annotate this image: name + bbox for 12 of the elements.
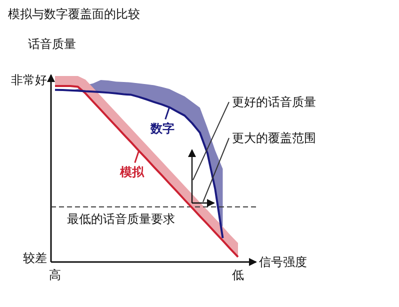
x-tick-label: 高	[49, 268, 61, 282]
y-axis-title: 话音质量	[28, 37, 76, 51]
ref-line-label: 最低的话音质量要求	[67, 212, 175, 226]
text: 非常好	[11, 73, 47, 87]
x-axis-title: 信号强度	[259, 255, 307, 269]
annotation: 更大的覆盖范围	[232, 131, 316, 145]
legend-label: 模拟	[118, 164, 145, 179]
x-tick-label: 低	[232, 268, 244, 282]
chart-title: 模拟与数字覆盖面的比较	[8, 7, 140, 21]
legend-label: 数字	[149, 121, 174, 136]
annotation: 更好的话音质量	[232, 95, 316, 109]
text: 较差	[23, 251, 47, 265]
